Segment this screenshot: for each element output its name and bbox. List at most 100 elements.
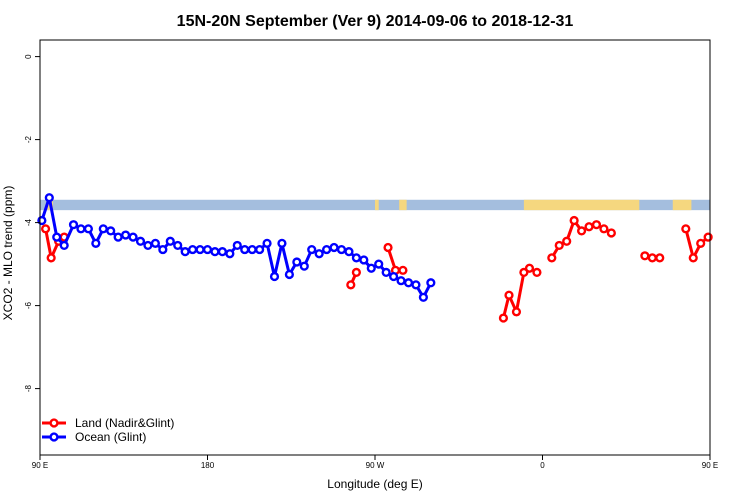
y-tick-label: -8 — [24, 384, 33, 392]
data-point — [277, 238, 287, 248]
data-point — [411, 280, 421, 290]
x-tick-label: 90 E — [32, 461, 48, 470]
series-line — [684, 228, 710, 263]
legend-label: Land (Nadir&Glint) — [75, 416, 174, 430]
data-point — [240, 244, 250, 255]
data-point — [498, 313, 509, 323]
data-point — [135, 236, 146, 246]
data-point — [346, 280, 356, 290]
data-point — [247, 244, 257, 255]
legend-item: Ocean (Glint) — [42, 430, 146, 444]
data-point — [336, 244, 347, 255]
map-band — [40, 199, 710, 211]
data-point — [314, 249, 324, 259]
data-point — [554, 240, 564, 251]
map-band-land — [672, 199, 692, 211]
data-point — [322, 244, 332, 255]
data-point — [202, 244, 213, 255]
data-point — [299, 261, 309, 271]
legend-label: Ocean (Glint) — [75, 430, 146, 444]
data-point — [68, 220, 79, 230]
data-point — [351, 267, 361, 278]
data-point — [91, 238, 101, 248]
data-point — [599, 224, 609, 234]
data-point — [113, 232, 123, 242]
data-point — [269, 271, 280, 282]
data-point — [232, 240, 242, 251]
map-band-land — [399, 199, 407, 211]
data-point — [647, 253, 657, 263]
data-point — [292, 257, 302, 267]
data-point — [383, 242, 393, 253]
data-point — [59, 240, 69, 251]
data-point — [180, 247, 190, 257]
x-axis-title: Longitude (deg E) — [327, 477, 422, 491]
map-band-land — [375, 199, 379, 211]
data-point — [150, 238, 160, 248]
data-point — [44, 193, 54, 203]
data-point — [106, 226, 116, 236]
data-point — [359, 255, 369, 265]
data-point — [591, 220, 602, 230]
data-point — [688, 253, 698, 263]
data-point — [511, 307, 522, 317]
legend-item: Land (Nadir&Glint) — [42, 416, 174, 430]
data-point — [396, 276, 406, 286]
data-point — [173, 240, 183, 251]
chart-title: 15N-20N September (Ver 9) 2014-09-06 to … — [177, 13, 574, 30]
series-land — [40, 215, 713, 323]
x-tick-label: 90 E — [702, 461, 718, 470]
data-point — [418, 292, 428, 302]
data-point — [703, 232, 713, 242]
data-point — [366, 263, 376, 273]
data-point — [569, 215, 579, 226]
data-point — [188, 244, 198, 255]
data-point — [398, 265, 408, 275]
map-band-land — [523, 199, 640, 211]
series-ocean — [37, 193, 436, 302]
data-point — [128, 232, 138, 242]
data-point — [584, 222, 594, 232]
data-point — [547, 253, 557, 263]
data-point — [681, 224, 691, 234]
data-point — [403, 278, 414, 288]
data-point — [329, 242, 339, 253]
data-point — [640, 251, 650, 261]
data-point — [504, 290, 514, 300]
data-point — [381, 267, 391, 278]
data-point — [562, 236, 572, 246]
data-point — [532, 267, 542, 278]
y-tick-label: -2 — [24, 135, 33, 143]
data-point — [655, 253, 665, 263]
data-point — [143, 240, 153, 251]
data-point — [255, 244, 265, 255]
plot-frame — [39, 39, 711, 456]
data-point — [121, 230, 131, 240]
data-point — [225, 249, 235, 259]
data-point — [83, 224, 93, 234]
y-tick-label: -6 — [24, 301, 33, 309]
axes: 90 E 180 90 W 0 90 E 0 -2 -4 -6 -8 — [24, 39, 718, 470]
data-point — [98, 224, 108, 234]
data-point — [158, 244, 168, 255]
data-point — [426, 278, 436, 288]
data-point — [40, 224, 51, 234]
data-point — [389, 271, 399, 282]
data-point — [307, 244, 317, 255]
data-point — [606, 228, 616, 238]
x-tick-label: 180 — [201, 461, 215, 470]
data-point — [217, 247, 227, 257]
data-point — [284, 269, 294, 280]
data-point — [344, 247, 354, 257]
legend-swatch-marker — [49, 418, 59, 428]
x-tick-label: 0 — [540, 461, 545, 470]
data-point — [576, 226, 587, 236]
data-point — [262, 238, 272, 248]
data-point — [52, 232, 62, 242]
y-tick-label: 0 — [24, 54, 33, 59]
data-point — [46, 253, 56, 263]
legend-swatch-marker — [49, 432, 59, 442]
legend: Land (Nadir&Glint)Ocean (Glint) — [42, 416, 174, 444]
x-tick-label: 90 W — [366, 461, 385, 470]
